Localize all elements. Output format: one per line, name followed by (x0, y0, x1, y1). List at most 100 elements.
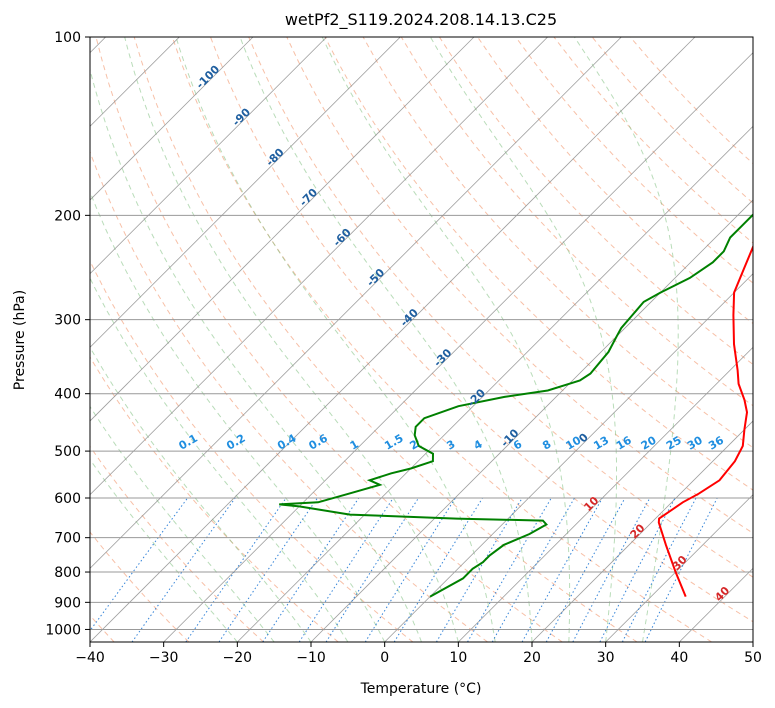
isotherm (90, 37, 696, 642)
isotherm-label: 30 (670, 553, 690, 573)
isotherm (90, 37, 401, 348)
dry-adiabat (133, 37, 638, 642)
chart-title: wetPf2_S119.2024.208.14.13.C25 (285, 10, 557, 30)
x-tick-label: 30 (597, 650, 615, 666)
mixing-ratio-line (325, 497, 419, 642)
isotherm (90, 37, 475, 422)
y-tick-label: 1000 (45, 622, 81, 638)
isotherm (237, 125, 753, 642)
x-axis-label: Temperature (°C) (360, 681, 482, 697)
dry-adiabat (171, 37, 712, 642)
x-tick-label: 40 (670, 650, 688, 666)
isotherm-label: -80 (263, 145, 286, 168)
isotherm (90, 37, 327, 275)
dry-adiabat (400, 37, 753, 407)
y-tick-label: 700 (54, 531, 81, 547)
sounding-profiles (279, 213, 753, 598)
dry-adiabat (248, 37, 753, 578)
plot-frame (89, 36, 754, 643)
moist-adiabat (90, 190, 386, 642)
isotherm (90, 37, 622, 569)
y-axis-label: Pressure (hPa) (12, 290, 28, 390)
moist-adiabat (90, 67, 422, 642)
moist-adiabat (90, 276, 349, 642)
x-tick-label: 50 (744, 650, 762, 666)
dry-adiabat (438, 37, 753, 366)
y-axis-ticks: 100 200 300 400 500 600 700 800 900 1000 (45, 30, 90, 638)
isotherm (531, 420, 753, 642)
mixing-ratio-label: 4 (472, 437, 485, 452)
isotherm-label: -60 (331, 226, 354, 249)
y-tick-label: 900 (54, 595, 81, 611)
mixing-ratio-label: 16 (614, 434, 634, 453)
isotherm (679, 567, 753, 642)
moist-adiabat (429, 37, 617, 642)
mixing-ratio-label: 0.2 (224, 432, 247, 453)
isotherm-label: -70 (297, 186, 320, 209)
isoline-labels: 0.1 0.2 0.4 0.6 1 1.5 2 3 4 6 8 10 13 16 20 25 30 36-100-… (177, 63, 733, 605)
mixing-ratio-line (90, 497, 189, 632)
mixing-ratio-label: 30 (685, 434, 705, 453)
mixing-ratio-label: 36 (706, 434, 726, 453)
mixing-ratio-label: 0.1 (177, 432, 200, 453)
isotherm-label: -90 (230, 105, 253, 128)
isotherm (310, 199, 753, 642)
mixing-ratio-line (644, 497, 718, 642)
isotherm (458, 346, 753, 642)
dry-adiabat (90, 531, 190, 642)
dry-adiabat (90, 445, 264, 642)
mixing-ratio-label: 1.5 (382, 432, 405, 453)
isotherm-label: -100 (194, 63, 223, 92)
isotherm (163, 52, 753, 642)
moist-adiabat (124, 37, 459, 642)
x-tick-label: 10 (449, 650, 467, 666)
mixing-ratio-line (621, 497, 697, 642)
mixing-ratio-line (131, 497, 236, 642)
moist-adiabat (175, 37, 496, 642)
dry-adiabat (553, 37, 753, 244)
mixing-ratio-label: 25 (664, 434, 684, 453)
y-tick-label: 200 (54, 208, 81, 224)
x-tick-label: −40 (75, 650, 105, 666)
y-tick-label: 300 (54, 313, 81, 329)
x-tick-label: −30 (149, 650, 179, 666)
isotherm (90, 37, 548, 496)
moist-adiabat (573, 37, 679, 642)
background-lines (90, 37, 753, 642)
dry-adiabat (90, 150, 488, 642)
x-tick-label: 20 (523, 650, 541, 666)
mixing-ratio-label: 13 (591, 434, 611, 453)
x-tick-label: −10 (296, 650, 326, 666)
isotherm-label: -30 (431, 346, 454, 369)
mixing-ratio-line (599, 497, 676, 642)
x-axis-ticks: −40 −30 −20 −10 0 10 20 30 40 50 (75, 642, 762, 666)
mixing-ratio-line (435, 497, 523, 642)
temperature-line (657, 244, 753, 597)
isotherm (605, 494, 753, 642)
mixing-ratio-line (393, 497, 483, 642)
pressure-gridlines (90, 37, 753, 630)
moist-adiabat (90, 458, 238, 642)
isotherm-label: 40 (712, 584, 732, 604)
mixing-ratio-line (298, 497, 394, 642)
y-tick-label: 500 (54, 444, 81, 460)
mixing-ratio-line (545, 497, 626, 642)
isotherm-label: 20 (628, 521, 648, 541)
mixing-ratio-line (218, 497, 318, 642)
y-tick-label: 400 (54, 387, 81, 403)
isotherm (384, 273, 753, 642)
mixing-ratio-label: 8 (540, 438, 553, 453)
mixing-ratio-label: 0.6 (306, 431, 330, 452)
isotherm-label: -50 (364, 266, 387, 289)
y-tick-label: 800 (54, 565, 81, 581)
moist-adiabat (239, 37, 533, 642)
mixing-ratio-label: 20 (639, 434, 659, 453)
x-tick-label: −20 (223, 650, 253, 666)
dry-adiabat (515, 37, 753, 284)
dry-adiabat (591, 37, 753, 204)
isotherm-label: 10 (581, 494, 601, 514)
isotherm (90, 37, 254, 201)
y-tick-label: 600 (54, 491, 81, 507)
isotherm-label: -40 (398, 306, 421, 329)
